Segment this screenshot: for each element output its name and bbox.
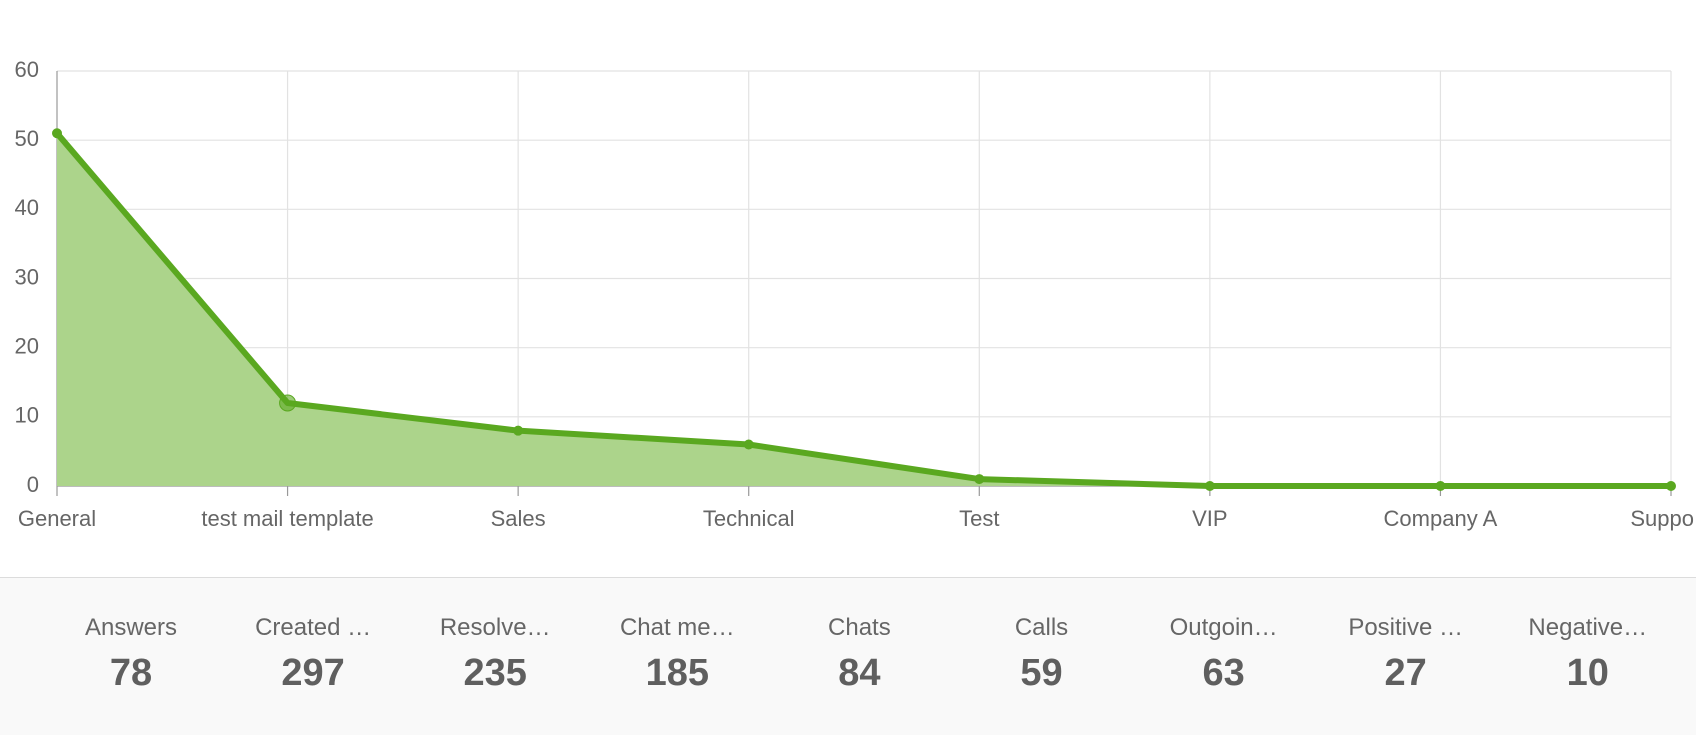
stat-label: Calls [1014,614,1069,641]
stat-label: Answers [84,614,178,641]
stats-panel: Answers 78 Created … 297 Resolve… 235 Chat me…… [0,577,1696,735]
y-tick-label: 50 [15,126,39,151]
stat: Negative… 10 [1503,614,1673,695]
point [52,128,62,139]
area-fill [57,133,1671,486]
y-tick-label: 30 [15,264,39,289]
point [1666,481,1676,491]
stat-value: 27 [1384,652,1427,694]
chart: 0 10 20 30 40 50 60 General test mail template Sa… [15,57,1694,531]
stat-value: 10 [1566,652,1609,694]
point [974,474,985,485]
stat-label: Chats [828,614,891,641]
stat-value: 59 [1020,652,1063,694]
x-tick-label: VIP [1192,506,1227,531]
x-tick-label: Suppo [1630,506,1694,531]
y-tick-label: 60 [15,57,39,82]
stat: Chat me… 185 [592,614,762,695]
y-tick-label: 40 [15,195,39,220]
stat: Chats 84 [774,614,944,695]
stat: Positive … 27 [1321,614,1491,695]
stat-label: Resolve… [439,614,551,641]
stat: Resolve… 235 [410,614,580,695]
stat: Outgoin… 63 [1139,614,1309,695]
x-tick-label: Technical [703,506,795,531]
y-tick-label: 10 [15,403,39,428]
y-tick-label: 0 [27,472,39,497]
x-tick-label: General [18,506,96,531]
stat-label: Chat me… [619,614,735,641]
x-tick-label: Sales [491,506,546,531]
point [513,425,524,436]
stat-value: 297 [281,652,345,694]
point [743,439,754,450]
point [279,394,297,412]
stat-label: Created … [255,614,372,641]
stat-label: Outgoin… [1169,614,1278,641]
stat-value: 185 [645,652,709,694]
line [54,131,1671,489]
x-tick-label: test mail template [201,506,373,531]
stat-value: 84 [838,652,881,694]
x-tick-label: Test [959,506,999,531]
stat-label: Positive … [1348,614,1464,641]
point [1435,481,1446,491]
stat-label: Negative… [1528,614,1648,641]
stat: Answers 78 [46,614,216,695]
stat: Calls 59 [957,614,1127,695]
y-tick-label: 20 [15,333,39,358]
x-tick-label: Company A [1384,506,1498,531]
stat: Created … 297 [228,614,398,695]
stat-value: 235 [463,652,527,694]
stat-value: 78 [109,652,153,694]
point [1204,481,1215,491]
stat-value: 63 [1202,652,1245,694]
